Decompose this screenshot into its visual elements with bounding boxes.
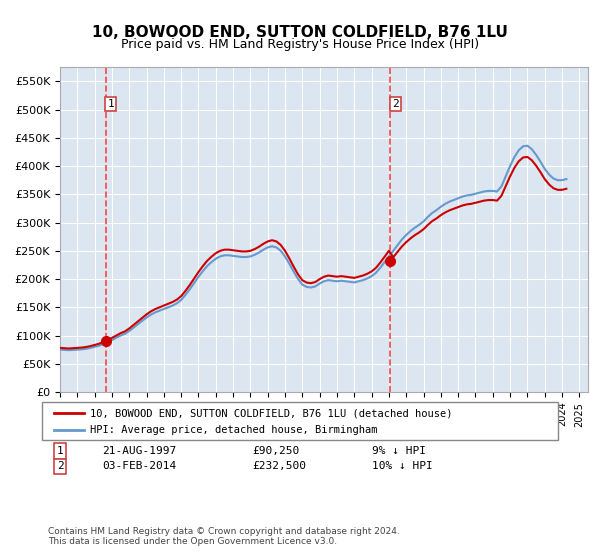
Text: 10, BOWOOD END, SUTTON COLDFIELD, B76 1LU (detached house): 10, BOWOOD END, SUTTON COLDFIELD, B76 1L… <box>90 408 452 418</box>
Text: 10% ↓ HPI: 10% ↓ HPI <box>372 461 433 472</box>
Text: 21-AUG-1997: 21-AUG-1997 <box>102 446 176 456</box>
Text: 10, BOWOOD END, SUTTON COLDFIELD, B76 1LU: 10, BOWOOD END, SUTTON COLDFIELD, B76 1L… <box>92 25 508 40</box>
Text: 1: 1 <box>107 99 114 109</box>
Text: HPI: Average price, detached house, Birmingham: HPI: Average price, detached house, Birm… <box>90 425 377 435</box>
Text: Price paid vs. HM Land Registry's House Price Index (HPI): Price paid vs. HM Land Registry's House … <box>121 38 479 51</box>
Text: £90,250: £90,250 <box>252 446 299 456</box>
Text: 1: 1 <box>56 446 64 456</box>
Text: £232,500: £232,500 <box>252 461 306 472</box>
Text: 2: 2 <box>392 99 399 109</box>
Text: 9% ↓ HPI: 9% ↓ HPI <box>372 446 426 456</box>
Text: 2: 2 <box>56 461 64 472</box>
Text: 03-FEB-2014: 03-FEB-2014 <box>102 461 176 472</box>
Text: Contains HM Land Registry data © Crown copyright and database right 2024.
This d: Contains HM Land Registry data © Crown c… <box>48 526 400 546</box>
